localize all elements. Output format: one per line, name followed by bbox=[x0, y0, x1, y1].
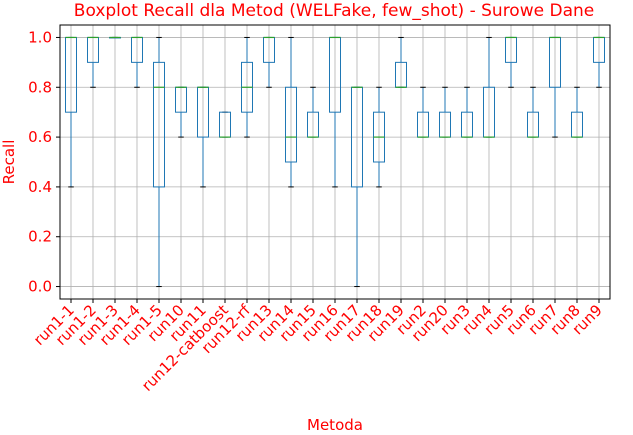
y-tick-label: 0.2 bbox=[28, 228, 52, 246]
y-axis-label: Recall bbox=[0, 140, 18, 185]
box-run16 bbox=[329, 36, 341, 188]
box-run8 bbox=[571, 86, 583, 138]
x-axis-ticks: run1-1run1-2run1-3run1-4run1-5run10run11… bbox=[30, 299, 606, 395]
box-run11 bbox=[197, 86, 209, 188]
box-run14 bbox=[285, 36, 297, 188]
box-run15 bbox=[307, 86, 319, 138]
box-run12-rf bbox=[241, 36, 253, 138]
box-iqr bbox=[153, 61, 165, 188]
box-run2 bbox=[417, 86, 429, 138]
box-run5 bbox=[505, 36, 517, 88]
box-run19 bbox=[395, 36, 407, 88]
y-axis-ticks: 0.0 0.2 0.4 0.6 0.8 1.0 bbox=[28, 28, 60, 296]
y-tick-label: 0.8 bbox=[28, 78, 52, 96]
box-run17 bbox=[351, 86, 363, 288]
box-run1-1 bbox=[65, 36, 77, 188]
box-run9 bbox=[593, 36, 605, 88]
box-layer bbox=[65, 36, 605, 288]
box-run1-5 bbox=[153, 36, 165, 288]
y-tick-label: 1.0 bbox=[28, 28, 52, 46]
y-tick-label: 0.6 bbox=[28, 128, 52, 146]
box-run1-2 bbox=[87, 36, 99, 88]
box-run1-4 bbox=[131, 36, 143, 88]
y-tick-label: 0.0 bbox=[28, 278, 52, 296]
box-run6 bbox=[527, 86, 539, 138]
box-run10 bbox=[175, 86, 187, 138]
box-iqr bbox=[285, 86, 297, 163]
y-tick-label: 0.4 bbox=[28, 178, 52, 196]
box-run13 bbox=[263, 36, 275, 88]
box-run4 bbox=[483, 36, 495, 138]
box-run3 bbox=[461, 86, 473, 138]
box-run12-catboost bbox=[219, 111, 231, 138]
box-run7 bbox=[549, 36, 561, 138]
box-run18 bbox=[373, 86, 385, 188]
box-run1-3 bbox=[109, 36, 121, 39]
chart-title: Boxplot Recall dla Metod (WELFake, few_s… bbox=[74, 1, 594, 21]
box-run20 bbox=[439, 86, 451, 138]
x-axis-label: Metoda bbox=[307, 416, 363, 434]
